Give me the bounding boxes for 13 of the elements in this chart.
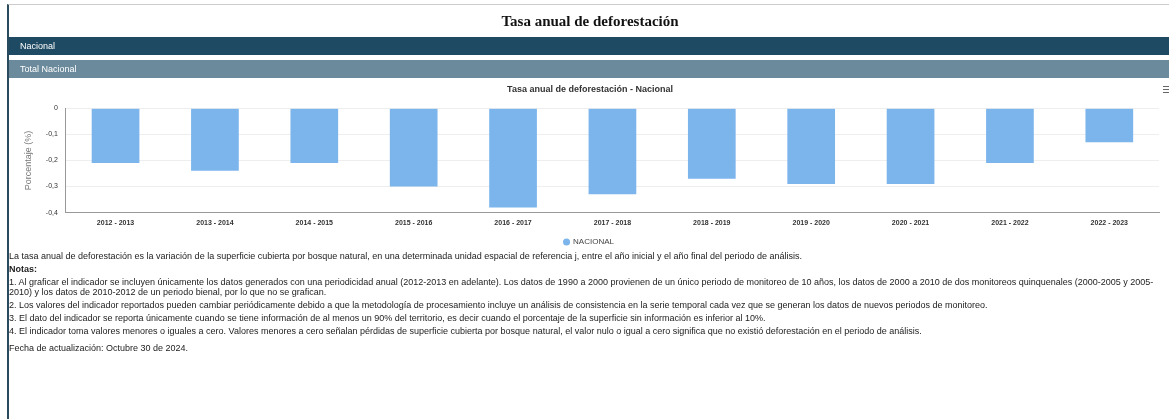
- text: Notas:: [9, 264, 38, 274]
- chart-subtitle: Tasa anual de deforestación - Nacional: [506, 84, 674, 94]
- legend-label: NACIONAL: [573, 237, 615, 247]
- text: 2. Los valores del indicador reportados pueden cambiar periódicamente debido a que la metodología de procesamiento incluye un análisis de consistencia en la serie temporal cada vez que se generan los datos de nuevos periodos de monitoreo.: [9, 300, 989, 310]
- text: 1. Al graficar el indicador se incluyen únicamente los datos generados con una periodicidad anual (2012-2013 en adelante). Los datos de 1990 a 2000 provienen de un único periodo de monitoreo de 10 años, los datos de 2000 a 2010 de dos monitoreos quinquenales (2000-2005 y 2005-2010) y los datos de 2010-2012 de un periodo bienal, por lo que no se grafican.: [9, 277, 1155, 297]
- text: Total Nacional: [9, 60, 1169, 78]
- text: 3. El dato del indicador se reporta únicamente cuando se tiene información de al menos un 90% del territorio, es decir cuando el porcentaje de la superficie sin información es inferior al 10%.: [9, 313, 767, 323]
- text: Nacional: [9, 37, 1169, 55]
- text: La tasa anual de deforestación es la variación de la superficie cubierta por bosque natural, en una determinada unidad espacial de referencia j, entre el año inicial y el año final del periodo de análisis.: [9, 251, 803, 261]
- text: 4. El indicador toma valores menores o iguales a cero. Valores menores a cero señalan pérdidas de superficie cubierta por bosque natural, el valor nulo o igual a cero significa que no existió deforestación en el periodo de análisis.: [9, 326, 923, 336]
- y-axis-title: Porcentaje (%): [22, 130, 33, 191]
- chart-title: Tasa anual de deforestación: [500, 13, 680, 30]
- text: Fecha de actualización: Octubre 30 de 2024.: [9, 343, 190, 353]
